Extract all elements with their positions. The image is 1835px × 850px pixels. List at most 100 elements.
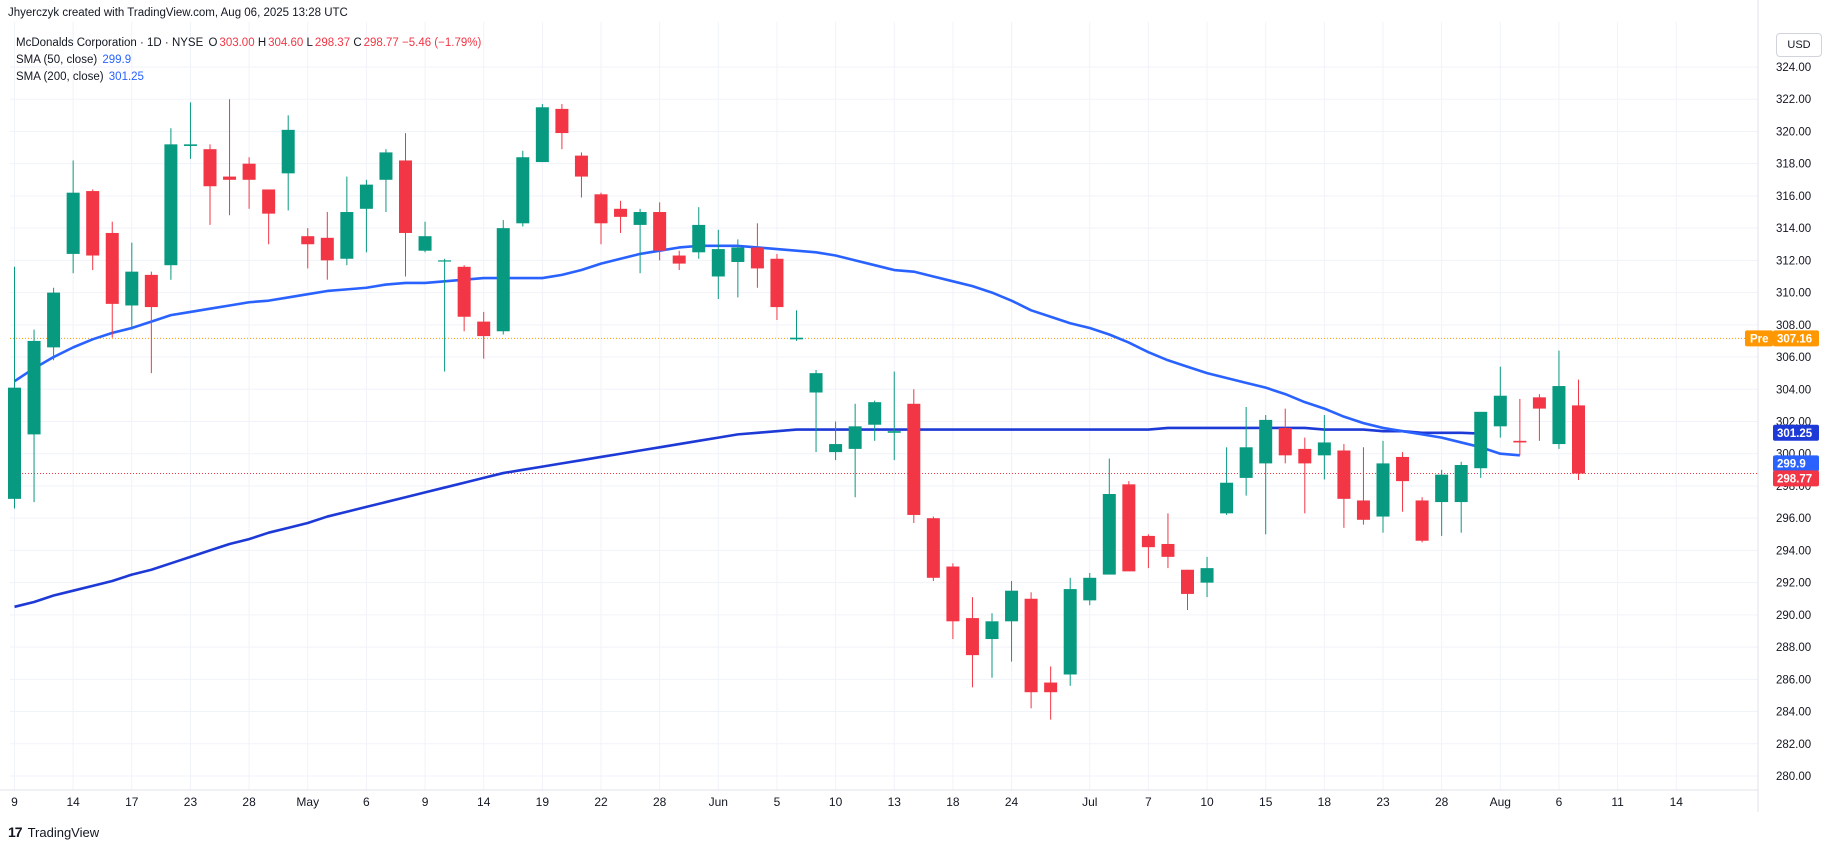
candle-down (1415, 500, 1429, 541)
x-tick-label: Aug (1490, 795, 1511, 809)
candle-down (750, 247, 764, 269)
high-value: 304.60 (268, 37, 304, 49)
candle-down (672, 255, 686, 264)
candle-up (1005, 590, 1019, 622)
candle-up (1102, 494, 1116, 575)
candle-up (692, 224, 706, 253)
candle-up (8, 387, 21, 499)
x-tick-label: 28 (242, 795, 256, 809)
x-tick-label: May (296, 795, 319, 809)
y-tick-label: 286.00 (1776, 674, 1811, 686)
x-tick-label: 18 (1318, 795, 1332, 809)
candle-up (887, 431, 901, 433)
candle-up (340, 212, 354, 259)
currency-button[interactable]: USD (1776, 33, 1822, 57)
candle-up (1259, 419, 1273, 464)
y-tick-label: 320.00 (1776, 126, 1811, 138)
sma50-value: 299.9 (102, 54, 132, 66)
candle-up (516, 157, 530, 224)
candle-up (829, 444, 843, 453)
candle-up (1239, 447, 1253, 478)
y-tick-label: 312.00 (1776, 255, 1811, 267)
sma200-price-label: 301.25 (1777, 428, 1813, 440)
low-value: 298.37 (314, 37, 351, 49)
x-tick-label: 6 (1556, 795, 1563, 809)
x-tick-label: 24 (1005, 795, 1019, 809)
candle-down (1122, 484, 1136, 572)
candle-down (555, 108, 569, 134)
candle-down (1513, 440, 1527, 443)
candle-down (965, 618, 979, 656)
candle-down (653, 212, 667, 251)
open-label: O (208, 37, 218, 49)
candle-up (868, 402, 882, 425)
x-tick-label: 28 (1435, 795, 1449, 809)
y-tick-label: 304.00 (1776, 384, 1811, 396)
x-tick-label: 19 (536, 795, 550, 809)
candle-up (535, 107, 549, 163)
x-tick-label: 28 (653, 795, 667, 809)
candle-up (164, 144, 178, 266)
symbol-title[interactable]: McDonalds Corporation · 1D · NYSE (16, 37, 204, 49)
candle-down (1532, 397, 1546, 409)
sma200-line (14, 426, 1481, 609)
candle-up (1435, 474, 1449, 503)
candle-down (1572, 405, 1585, 474)
sma50-price-label: 299.9 (1777, 458, 1806, 470)
low-label: L (306, 37, 313, 49)
x-tick-label: 7 (1145, 795, 1152, 809)
pre-market-tag: Pre (1750, 333, 1769, 345)
candle-up (790, 337, 803, 340)
y-tick-label: 284.00 (1776, 707, 1811, 719)
last-price-label: 298.77 (1777, 473, 1812, 485)
candle-down (574, 155, 588, 177)
candle-down (907, 403, 921, 515)
pre-value-bg (1773, 330, 1819, 347)
legend-sma50-row[interactable]: SMA (50, close) 299.9 (16, 52, 481, 69)
x-tick-label: 22 (594, 795, 608, 809)
y-tick-label: 314.00 (1776, 223, 1811, 235)
candle-up (1376, 463, 1390, 517)
close-label: C (353, 37, 362, 49)
x-tick-label: 14 (477, 795, 491, 809)
x-tick-label: 9 (11, 795, 18, 809)
candle-down (1337, 450, 1351, 499)
chart-legend: McDonalds Corporation · 1D · NYSE O 303.0… (16, 35, 481, 86)
footer-branding: 17 TradingView (8, 824, 99, 840)
y-tick-label: 290.00 (1776, 610, 1811, 622)
x-tick-label: 6 (363, 795, 370, 809)
legend-sma200-row[interactable]: SMA (200, close) 301.25 (16, 69, 481, 86)
candle-up (418, 236, 432, 251)
x-tick-label: Jun (709, 795, 728, 809)
x-tick-label: 10 (829, 795, 843, 809)
candle-down (1161, 543, 1175, 557)
sma50-label: SMA (50, close) (16, 54, 98, 66)
close-value: 298.77 (363, 37, 399, 49)
candle-down (1181, 569, 1194, 594)
candle-up (1220, 482, 1234, 514)
candle-up (1317, 442, 1331, 456)
candle-down (946, 566, 960, 622)
candle-down (926, 518, 940, 578)
candle-down (223, 176, 237, 180)
candle-up (438, 260, 452, 262)
candle-up (496, 228, 510, 332)
pre-market-value: 307.16 (1777, 333, 1812, 345)
y-tick-label: 322.00 (1776, 94, 1811, 106)
candle-down (1141, 535, 1155, 548)
candle-up (66, 192, 80, 254)
candle-up (125, 271, 139, 306)
x-tick-label: 11 (1611, 795, 1624, 809)
x-tick-label: 10 (1200, 795, 1214, 809)
candle-up (731, 247, 745, 262)
candle-up (379, 152, 393, 180)
candle-down (1044, 682, 1058, 693)
x-tick-label: 23 (184, 795, 198, 809)
y-tick-label: 318.00 (1776, 159, 1811, 171)
x-tick-label: 14 (66, 795, 80, 809)
candle-down (105, 232, 119, 304)
y-tick-label: 308.00 (1776, 320, 1811, 332)
candle-up (633, 212, 647, 225)
x-tick-label: 18 (946, 795, 960, 809)
